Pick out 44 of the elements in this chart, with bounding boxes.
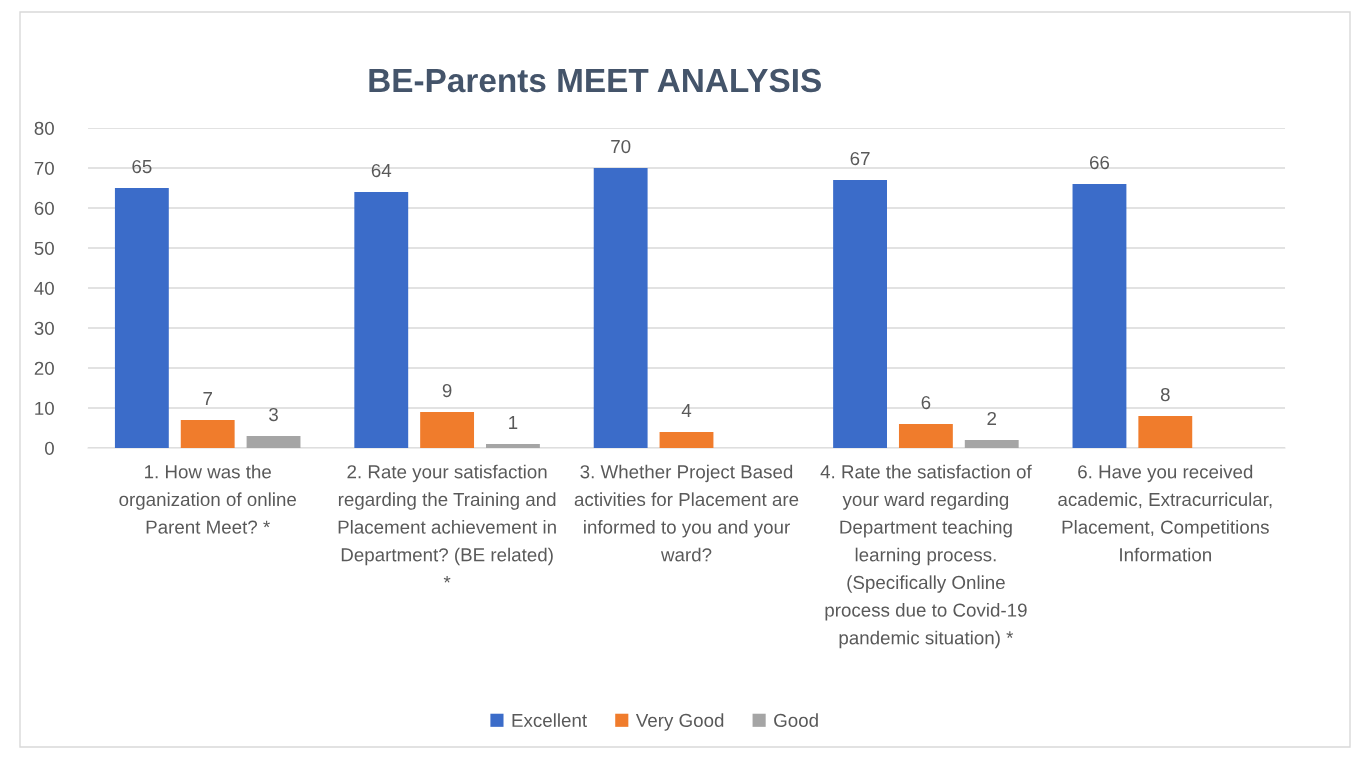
bar bbox=[114, 188, 169, 448]
data-label: 67 bbox=[850, 151, 870, 166]
y-tick-label: 20 bbox=[34, 361, 54, 375]
bar bbox=[898, 424, 953, 448]
bar bbox=[833, 180, 887, 448]
bar bbox=[420, 412, 475, 448]
x-tick-label: 1. How was the organization of online Parent Meet? * bbox=[119, 464, 296, 534]
bar bbox=[659, 432, 714, 448]
y-tick-label: 80 bbox=[34, 121, 54, 135]
bar bbox=[180, 420, 235, 448]
y-tick-label: 10 bbox=[35, 401, 54, 415]
x-tick-label: 3. Whether Project Based activities for Placement are informed to you and your ward? bbox=[574, 464, 799, 562]
legend-label: Very Good bbox=[635, 713, 724, 731]
data-label: 8 bbox=[1160, 387, 1170, 402]
bar bbox=[964, 440, 1019, 448]
y-tick-label: 50 bbox=[34, 241, 54, 255]
data-label: 1 bbox=[509, 416, 518, 429]
data-label: 70 bbox=[611, 139, 631, 154]
x-tick-label: 2. Rate your satisfaction regarding the Training and Placement achievement in Department? (BE related) * bbox=[338, 464, 556, 583]
y-tick-label: 30 bbox=[34, 321, 54, 335]
chart-title: BE-Parents MEET ANALYSIS bbox=[369, 68, 821, 93]
legend-label: Good bbox=[774, 713, 818, 728]
x-tick-label: 4. Rate the satisfaction of your ward regarding Department teaching learning process. (Specifically Online process due to Covid-19 pandemic situation) * bbox=[820, 464, 1032, 649]
data-label: 66 bbox=[1089, 155, 1110, 170]
data-label: 2 bbox=[987, 411, 997, 425]
data-label: 64 bbox=[371, 163, 392, 178]
data-label: 65 bbox=[132, 159, 152, 174]
data-label: 7 bbox=[203, 392, 212, 405]
y-tick-label: 60 bbox=[34, 201, 54, 215]
bar bbox=[246, 436, 301, 448]
y-tick-label: 70 bbox=[34, 161, 54, 175]
data-label: 9 bbox=[442, 383, 452, 398]
y-tick-label: 40 bbox=[34, 281, 54, 295]
bar bbox=[593, 168, 648, 448]
bar bbox=[1138, 416, 1193, 448]
data-label: 4 bbox=[681, 404, 692, 417]
y-tick-label: 0 bbox=[44, 441, 54, 455]
bar bbox=[1072, 184, 1127, 448]
x-tick-label: 6. Have you received academic, Extracurricular, Placement, Competitions Information bbox=[1058, 464, 1272, 562]
bar bbox=[486, 444, 540, 448]
data-label: 6 bbox=[921, 395, 931, 410]
legend-label: Excellent bbox=[512, 713, 587, 728]
data-label: 3 bbox=[269, 407, 278, 422]
bar bbox=[354, 192, 409, 448]
